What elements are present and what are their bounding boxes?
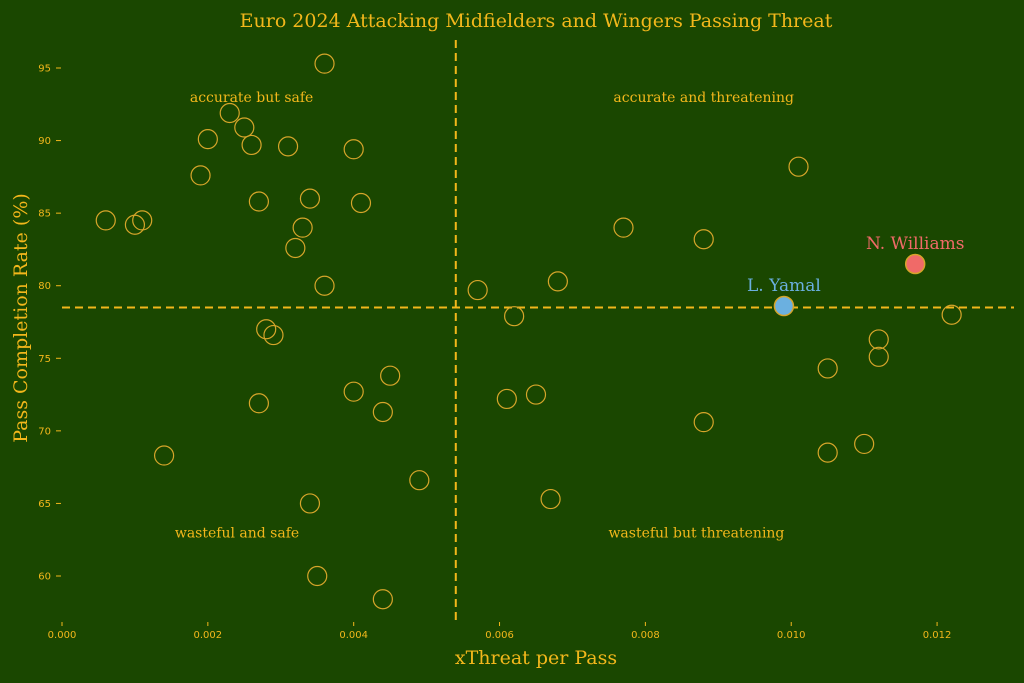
data-point (817, 442, 838, 463)
chart-title: Euro 2024 Attacking Midfielders and Wing… (240, 10, 833, 32)
axes: 0.000 0.002 0.004 0.006 0.008 0.010 0.012 60 65 7… (38, 64, 951, 642)
data-point (854, 433, 875, 455)
data-points (95, 53, 962, 610)
data-point (540, 488, 561, 510)
data-point (248, 393, 269, 414)
data-point (153, 445, 175, 466)
x-tick-label: 0.006 (485, 630, 514, 641)
data-point (525, 384, 547, 405)
data-point (307, 565, 328, 587)
data-point (219, 102, 240, 124)
data-point (504, 306, 525, 327)
x-tick-label: 0.002 (194, 630, 223, 641)
x-tick-label: 0.012 (923, 630, 952, 641)
quadrant-label: wasteful but threatening (608, 525, 784, 541)
data-point (299, 188, 321, 209)
y-tick-label: 60 (38, 572, 51, 583)
data-point (234, 117, 255, 138)
highlighted-point (904, 253, 926, 275)
data-point (314, 53, 335, 74)
data-point (547, 271, 568, 292)
x-tick-label: 0.004 (339, 630, 368, 641)
data-point (941, 304, 962, 325)
data-point (343, 381, 364, 402)
y-axis-label: Pass Completion Rate (%) (10, 193, 32, 443)
y-tick-label: 75 (38, 354, 51, 365)
data-point (380, 365, 401, 386)
x-axis-label: xThreat per Pass (455, 647, 617, 669)
quadrant-label: accurate but safe (190, 90, 314, 106)
data-point (372, 589, 393, 610)
data-point (343, 139, 364, 160)
data-point (263, 324, 284, 346)
highlight-label: L. Yamal (747, 276, 821, 296)
data-point (95, 210, 116, 231)
x-tick-label: 0.000 (48, 630, 77, 641)
data-point (817, 358, 838, 379)
data-point (613, 217, 634, 238)
y-tick-label: 80 (38, 281, 51, 292)
data-point (693, 412, 714, 433)
data-point (277, 136, 299, 157)
data-point (693, 229, 714, 250)
data-point (314, 275, 335, 296)
data-point (285, 237, 306, 259)
x-tick-label: 0.008 (631, 630, 660, 641)
y-tick-label: 85 (38, 209, 51, 220)
data-point (248, 191, 269, 212)
y-tick-label: 95 (38, 64, 51, 75)
data-point (190, 165, 211, 186)
x-tick-label: 0.010 (777, 630, 806, 641)
data-point (868, 346, 889, 367)
highlight-label: N. Williams (866, 234, 965, 254)
data-point (124, 214, 146, 235)
data-point (292, 217, 313, 238)
data-point (132, 210, 153, 231)
y-tick-label: 90 (38, 136, 51, 147)
y-tick-label: 70 (38, 426, 51, 437)
reference-lines (62, 40, 1014, 622)
data-point (467, 279, 488, 301)
data-point (299, 493, 321, 514)
y-tick-label: 65 (38, 499, 51, 510)
data-point (868, 329, 889, 350)
data-point (409, 470, 430, 491)
annotations: accurate but safe accurate and threatenin… (175, 90, 965, 541)
data-point (241, 134, 262, 156)
data-point (350, 192, 372, 214)
data-point (197, 129, 218, 150)
data-point (256, 319, 277, 340)
data-point (496, 388, 517, 410)
data-point (788, 156, 809, 177)
quadrant-label: accurate and threatening (613, 90, 794, 106)
data-point (372, 401, 393, 423)
highlighted-point (773, 295, 795, 317)
quadrant-label: wasteful and safe (175, 525, 299, 541)
